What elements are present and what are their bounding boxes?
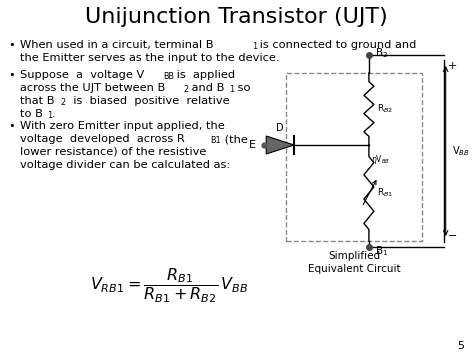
Text: B$_1$: B$_1$ [375, 244, 388, 258]
Text: is  biased  positive  relative: is biased positive relative [66, 96, 229, 106]
Text: −: − [447, 231, 457, 241]
Text: B$_2$: B$_2$ [375, 46, 388, 60]
Text: that B: that B [20, 96, 55, 106]
Text: is connected to ground and: is connected to ground and [256, 40, 417, 50]
Text: •: • [8, 121, 15, 131]
Text: $\eta$V$_{BB}$: $\eta$V$_{BB}$ [371, 153, 390, 166]
Text: and B: and B [188, 83, 225, 93]
Text: BB: BB [163, 72, 174, 81]
Text: 2: 2 [183, 85, 189, 94]
Text: (the: (the [220, 134, 247, 144]
Text: 5: 5 [457, 341, 465, 351]
Text: B1: B1 [211, 136, 221, 145]
Text: When used in a circuit, terminal B: When used in a circuit, terminal B [20, 40, 213, 50]
Text: 2: 2 [61, 98, 66, 107]
Text: D: D [276, 123, 284, 133]
Text: voltage  developed  across R: voltage developed across R [20, 134, 185, 144]
Text: E: E [249, 140, 256, 150]
Text: With zero Emitter input applied, the: With zero Emitter input applied, the [20, 121, 225, 131]
Text: 1: 1 [229, 85, 235, 94]
Text: •: • [8, 70, 15, 80]
Text: is  applied: is applied [173, 70, 235, 80]
Text: +: + [447, 61, 457, 71]
Bar [286, 73, 422, 241]
Text: Suppose  a  voltage V: Suppose a voltage V [20, 70, 144, 80]
Text: lower resistance) of the resistive: lower resistance) of the resistive [20, 147, 206, 157]
Text: the Emitter serves as the input to the device.: the Emitter serves as the input to the d… [20, 53, 280, 63]
Text: to B: to B [20, 109, 43, 119]
Text: 1: 1 [252, 42, 257, 51]
Text: R$_{B2}$: R$_{B2}$ [377, 103, 393, 115]
Text: •: • [8, 40, 15, 50]
Polygon shape [266, 136, 294, 154]
Text: across the UJT between B: across the UJT between B [20, 83, 165, 93]
Text: .: . [52, 109, 56, 119]
Text: so: so [234, 83, 251, 93]
Text: voltage divider can be calculated as:: voltage divider can be calculated as: [20, 160, 230, 170]
Text: V$_{BB}$: V$_{BB}$ [452, 144, 469, 158]
Text: R$_{B1}$: R$_{B1}$ [377, 187, 393, 199]
Text: Unijunction Transistor (UJT): Unijunction Transistor (UJT) [85, 7, 388, 27]
Text: Simplified
Equivalent Circuit: Simplified Equivalent Circuit [308, 251, 400, 274]
Text: $V_{RB1} = \dfrac{R_{B1}}{R_{B1} + R_{B2}}\,V_{BB}$: $V_{RB1} = \dfrac{R_{B1}}{R_{B1} + R_{B2… [90, 267, 248, 305]
Text: 1: 1 [47, 111, 53, 120]
